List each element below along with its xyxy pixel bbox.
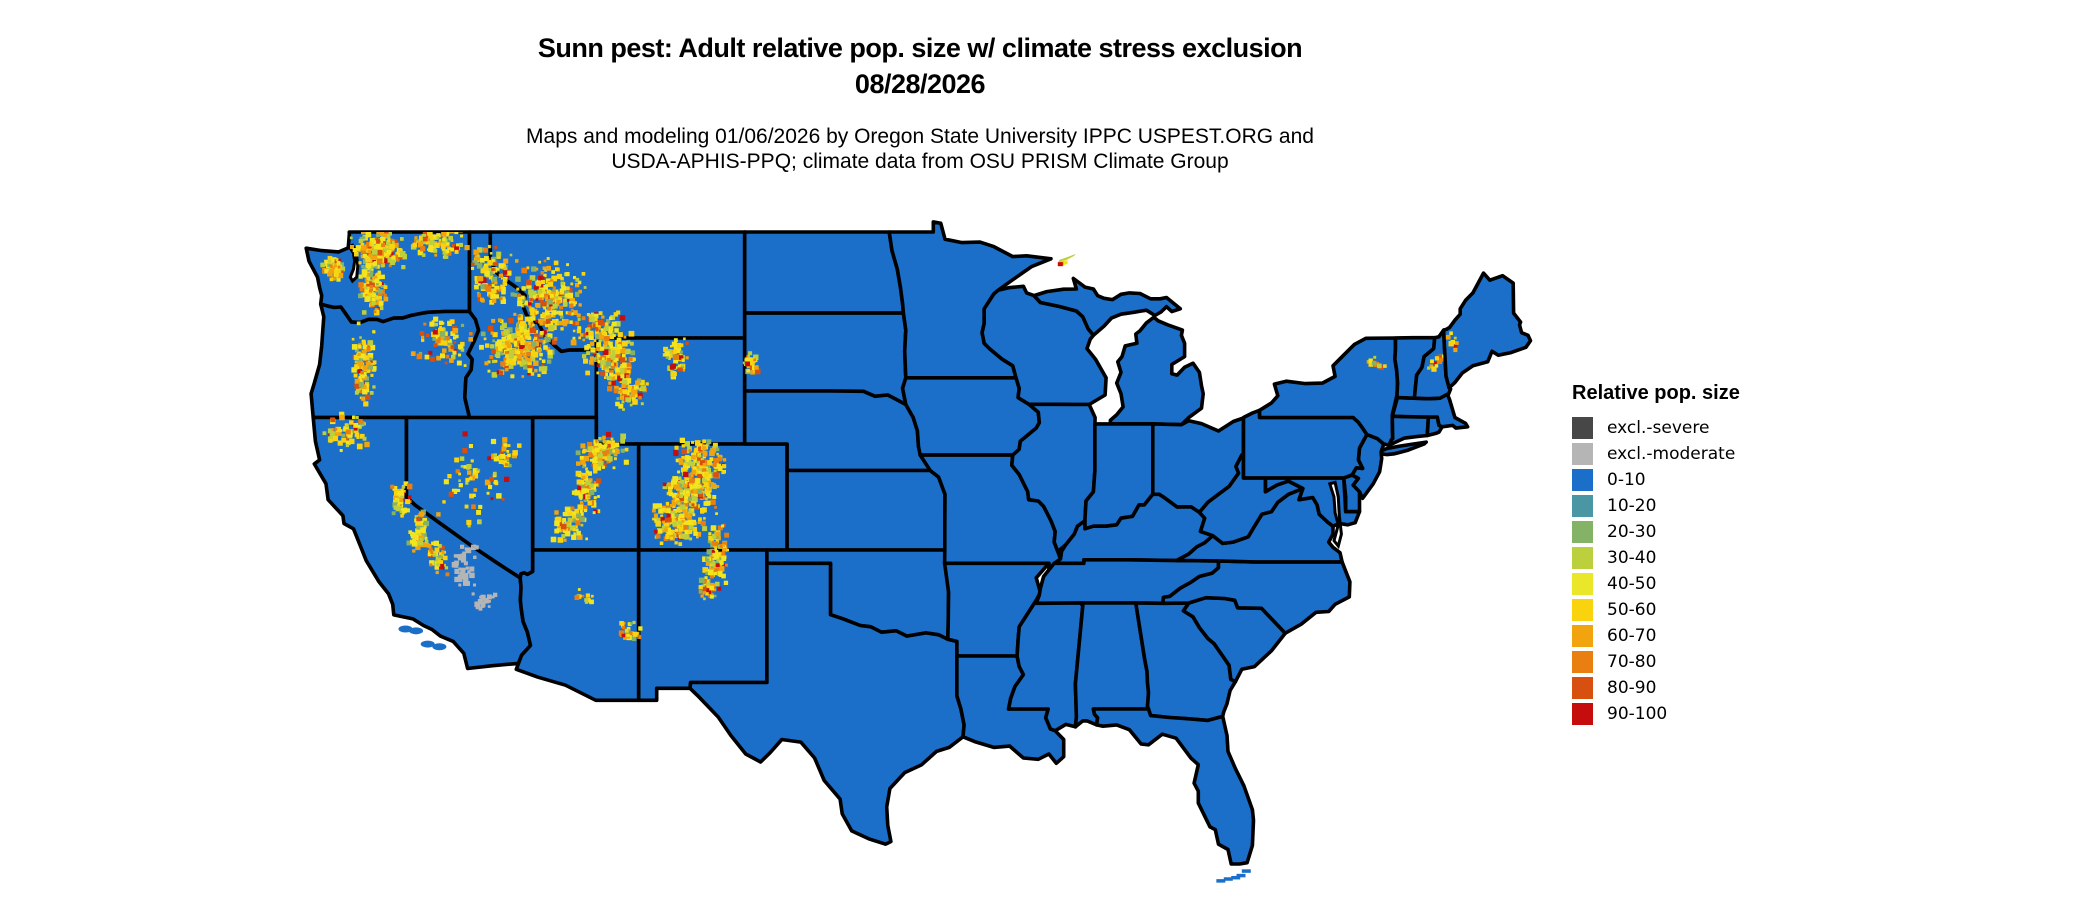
florida-key [1216,879,1226,883]
legend-label: 10-20 [1607,496,1657,516]
legend-label: 0-10 [1607,470,1646,490]
legend-label: 40-50 [1607,574,1657,594]
legend-label: 90-100 [1607,704,1668,724]
figure-title-block: Sunn pest: Adult relative pop. size w/ c… [0,30,1840,102]
legend-row: 10-20 [1572,495,1932,517]
legend-swatch [1572,625,1593,647]
isle-royale [1058,254,1076,262]
legend-label: excl.-moderate [1607,444,1736,464]
channel-island [398,625,413,633]
legend-row: excl.-moderate [1572,443,1932,465]
legend-label: 30-40 [1607,548,1657,568]
state-me [1441,271,1533,390]
channel-island [409,627,424,635]
subtitle-line1: Maps and modeling 01/06/2026 by Oregon S… [526,125,1314,148]
legend-box: Relative pop. size excl.-severe excl.-mod… [1572,382,1932,729]
state-nd [742,230,906,315]
state-ks [785,468,947,552]
legend-swatch [1572,651,1593,673]
state-mil [1108,315,1205,427]
legend-row: 80-90 [1572,677,1932,699]
legend-swatch [1572,599,1593,621]
legend-row: 20-30 [1572,521,1932,543]
population-speckles [320,225,1459,641]
legend-row: 70-80 [1572,651,1932,673]
legend-label: 80-90 [1607,678,1657,698]
state-li [1379,440,1428,457]
florida-key [1241,869,1251,873]
legend-swatch [1572,469,1593,491]
chesapeake-bay [1327,480,1343,550]
legend-row: 30-40 [1572,547,1932,569]
legend-swatch [1572,573,1593,595]
state-polygons [304,220,1533,866]
legend-row: 50-60 [1572,599,1932,621]
legend-label: 20-30 [1607,522,1657,542]
channel-island [432,643,447,651]
page-title-date: 08/28/2026 [854,69,986,99]
islands [398,254,1251,883]
legend-swatch [1572,443,1593,465]
legend-row: 90-100 [1572,703,1932,725]
legend-row: 0-10 [1572,469,1932,491]
legend-title: Relative pop. size [1572,382,1740,404]
florida-key [1236,873,1246,878]
legend-row: excl.-severe [1572,417,1932,439]
legend-swatch [1572,417,1593,439]
subtitle-line2: USDA-APHIS-PPQ; climate data from OSU PR… [611,150,1229,173]
legend-row: 60-70 [1572,625,1932,647]
state-tx [688,561,966,846]
page-title-line1: Sunn pest: Adult relative pop. size w/ c… [537,33,1303,63]
florida-key [1231,875,1241,880]
legend-rows: excl.-severe excl.-moderate 0-10 10-20 20-30… [1572,417,1932,725]
state-miu [1032,276,1183,338]
florida-key [1223,877,1233,881]
legend-label: 70-80 [1607,652,1657,672]
legend-swatch [1572,521,1593,543]
legend-swatch [1572,547,1593,569]
legend-row: 40-50 [1572,573,1932,595]
legend-swatch [1572,677,1593,699]
state-nc [1161,559,1352,635]
state-fl [1091,707,1256,866]
legend-label: 60-70 [1607,626,1657,646]
state-pa [1241,408,1369,480]
legend-swatch [1572,495,1593,517]
legend-label: 50-60 [1607,600,1657,620]
channel-island [420,640,435,648]
legend-swatch [1572,703,1593,725]
figure-subtitle-block: Maps and modeling 01/06/2026 by Oregon S… [0,124,1840,174]
legend-label: excl.-severe [1607,418,1710,438]
